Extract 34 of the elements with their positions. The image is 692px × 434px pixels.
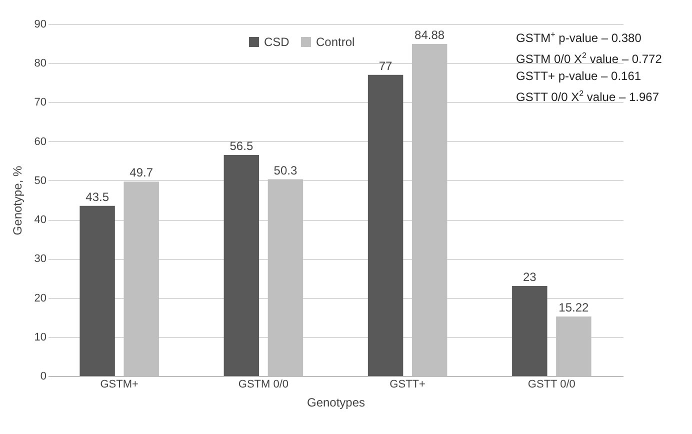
bar: [80, 206, 115, 376]
y-tick-label: 20: [34, 292, 46, 304]
y-tick-label: 50: [34, 174, 46, 187]
data-label: 56.5: [230, 139, 254, 154]
data-label: 15.22: [558, 300, 590, 314]
annotation: GSTT 0/0 X$^{2}$ value – 1.967: [516, 88, 660, 106]
annotation: GSTT+ p-value – 0.161: [516, 68, 642, 85]
bar: [368, 74, 404, 376]
x-tick-label: GSTT+: [390, 378, 426, 390]
y-tick-label: 10: [34, 331, 46, 344]
y-tick-label: 60: [34, 136, 46, 148]
y-tick-label: 90: [34, 18, 46, 30]
annotation: GSTM 0/0 X$^{2}$ value – 0.772: [516, 50, 662, 68]
x-axis-title: Genotypes: [306, 396, 366, 410]
x-tick-label: GSTM 0/0: [238, 378, 289, 390]
bar: [512, 286, 548, 376]
bar: [224, 155, 260, 376]
x-tick-label: GSTT 0/0: [528, 378, 576, 390]
data-label: 50.3: [274, 163, 298, 178]
y-tick-label: 40: [34, 214, 46, 226]
y-tick-label: 70: [34, 96, 46, 109]
data-label: 43.5: [86, 190, 110, 204]
data-label: 77: [378, 58, 393, 73]
data-label: 49.7: [130, 166, 154, 180]
x-tick-label: GSTM+: [100, 378, 138, 390]
legend-label: CSD: [264, 35, 290, 49]
y-tick-label: 80: [34, 58, 46, 70]
data-label: 23: [522, 270, 537, 284]
y-tick-label: 30: [34, 253, 46, 266]
annotation: GSTM$^{+}$ p-value – 0.380: [516, 29, 642, 47]
y-axis-title: Genotype, %: [10, 165, 24, 236]
legend-label: Control: [316, 35, 355, 49]
data-label: 84.88: [414, 28, 445, 42]
y-tick-label: 0: [40, 370, 46, 382]
